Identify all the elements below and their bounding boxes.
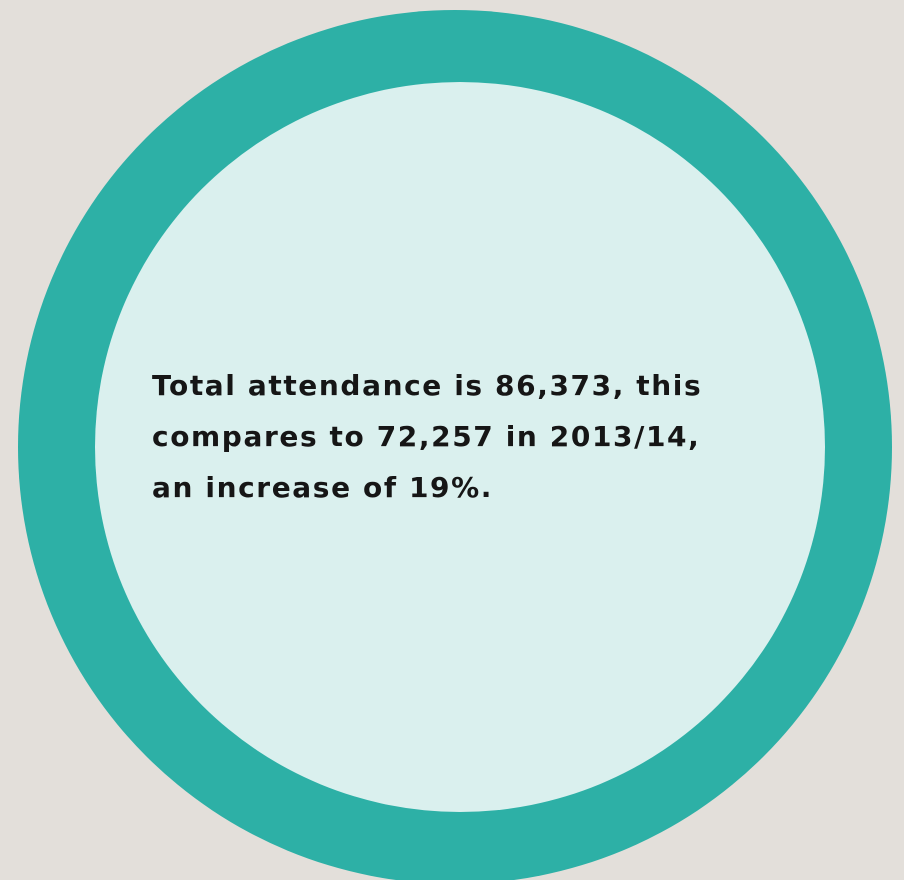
callout-text: Total attendance is 86,373, this compares…	[152, 369, 702, 504]
callout-line: Total attendance is 86,373, this	[152, 369, 702, 402]
inner-circle	[95, 82, 825, 812]
callout-line: an increase of 19%.	[152, 471, 493, 504]
callout-line: compares to 72,257 in 2013/14,	[152, 420, 700, 453]
